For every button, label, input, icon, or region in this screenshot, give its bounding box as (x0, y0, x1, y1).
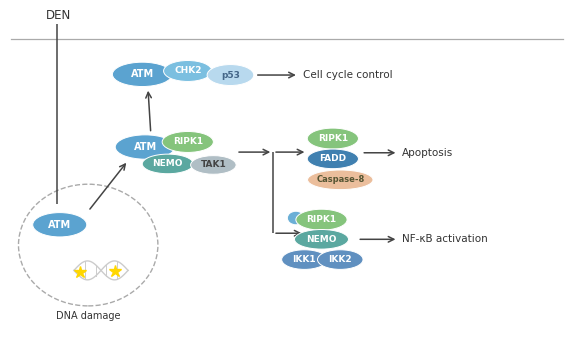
Ellipse shape (112, 62, 172, 87)
Ellipse shape (287, 211, 304, 225)
Ellipse shape (163, 61, 212, 81)
Text: ATM: ATM (131, 69, 154, 79)
Text: p53: p53 (221, 71, 240, 79)
Text: TAK1: TAK1 (200, 161, 226, 169)
Ellipse shape (32, 213, 86, 237)
Ellipse shape (318, 250, 363, 269)
Text: IKK2: IKK2 (328, 255, 352, 264)
Text: FADD: FADD (319, 154, 347, 163)
Text: NF-κB activation: NF-κB activation (402, 234, 488, 244)
Text: NEMO: NEMO (306, 235, 337, 244)
Text: ATM: ATM (48, 220, 71, 230)
Text: RIPK1: RIPK1 (307, 215, 336, 224)
Ellipse shape (307, 149, 358, 169)
Ellipse shape (115, 135, 175, 159)
Text: NEMO: NEMO (152, 160, 183, 168)
Ellipse shape (282, 250, 327, 269)
Text: DNA damage: DNA damage (56, 311, 121, 321)
Text: RIPK1: RIPK1 (173, 138, 203, 146)
Text: Caspase-8: Caspase-8 (316, 175, 364, 184)
Ellipse shape (207, 65, 254, 86)
Ellipse shape (162, 131, 213, 152)
Text: RIPK1: RIPK1 (318, 134, 348, 143)
Text: Apoptosis: Apoptosis (402, 148, 453, 158)
Ellipse shape (142, 154, 193, 174)
Ellipse shape (295, 230, 348, 249)
Ellipse shape (296, 209, 347, 230)
Text: CHK2: CHK2 (174, 67, 201, 75)
Text: DEN: DEN (46, 9, 71, 22)
Text: ATM: ATM (134, 142, 156, 152)
Text: IKK1: IKK1 (292, 255, 316, 264)
Ellipse shape (307, 170, 373, 190)
Ellipse shape (307, 128, 358, 149)
Text: Cell cycle control: Cell cycle control (303, 70, 393, 80)
Ellipse shape (191, 155, 236, 174)
